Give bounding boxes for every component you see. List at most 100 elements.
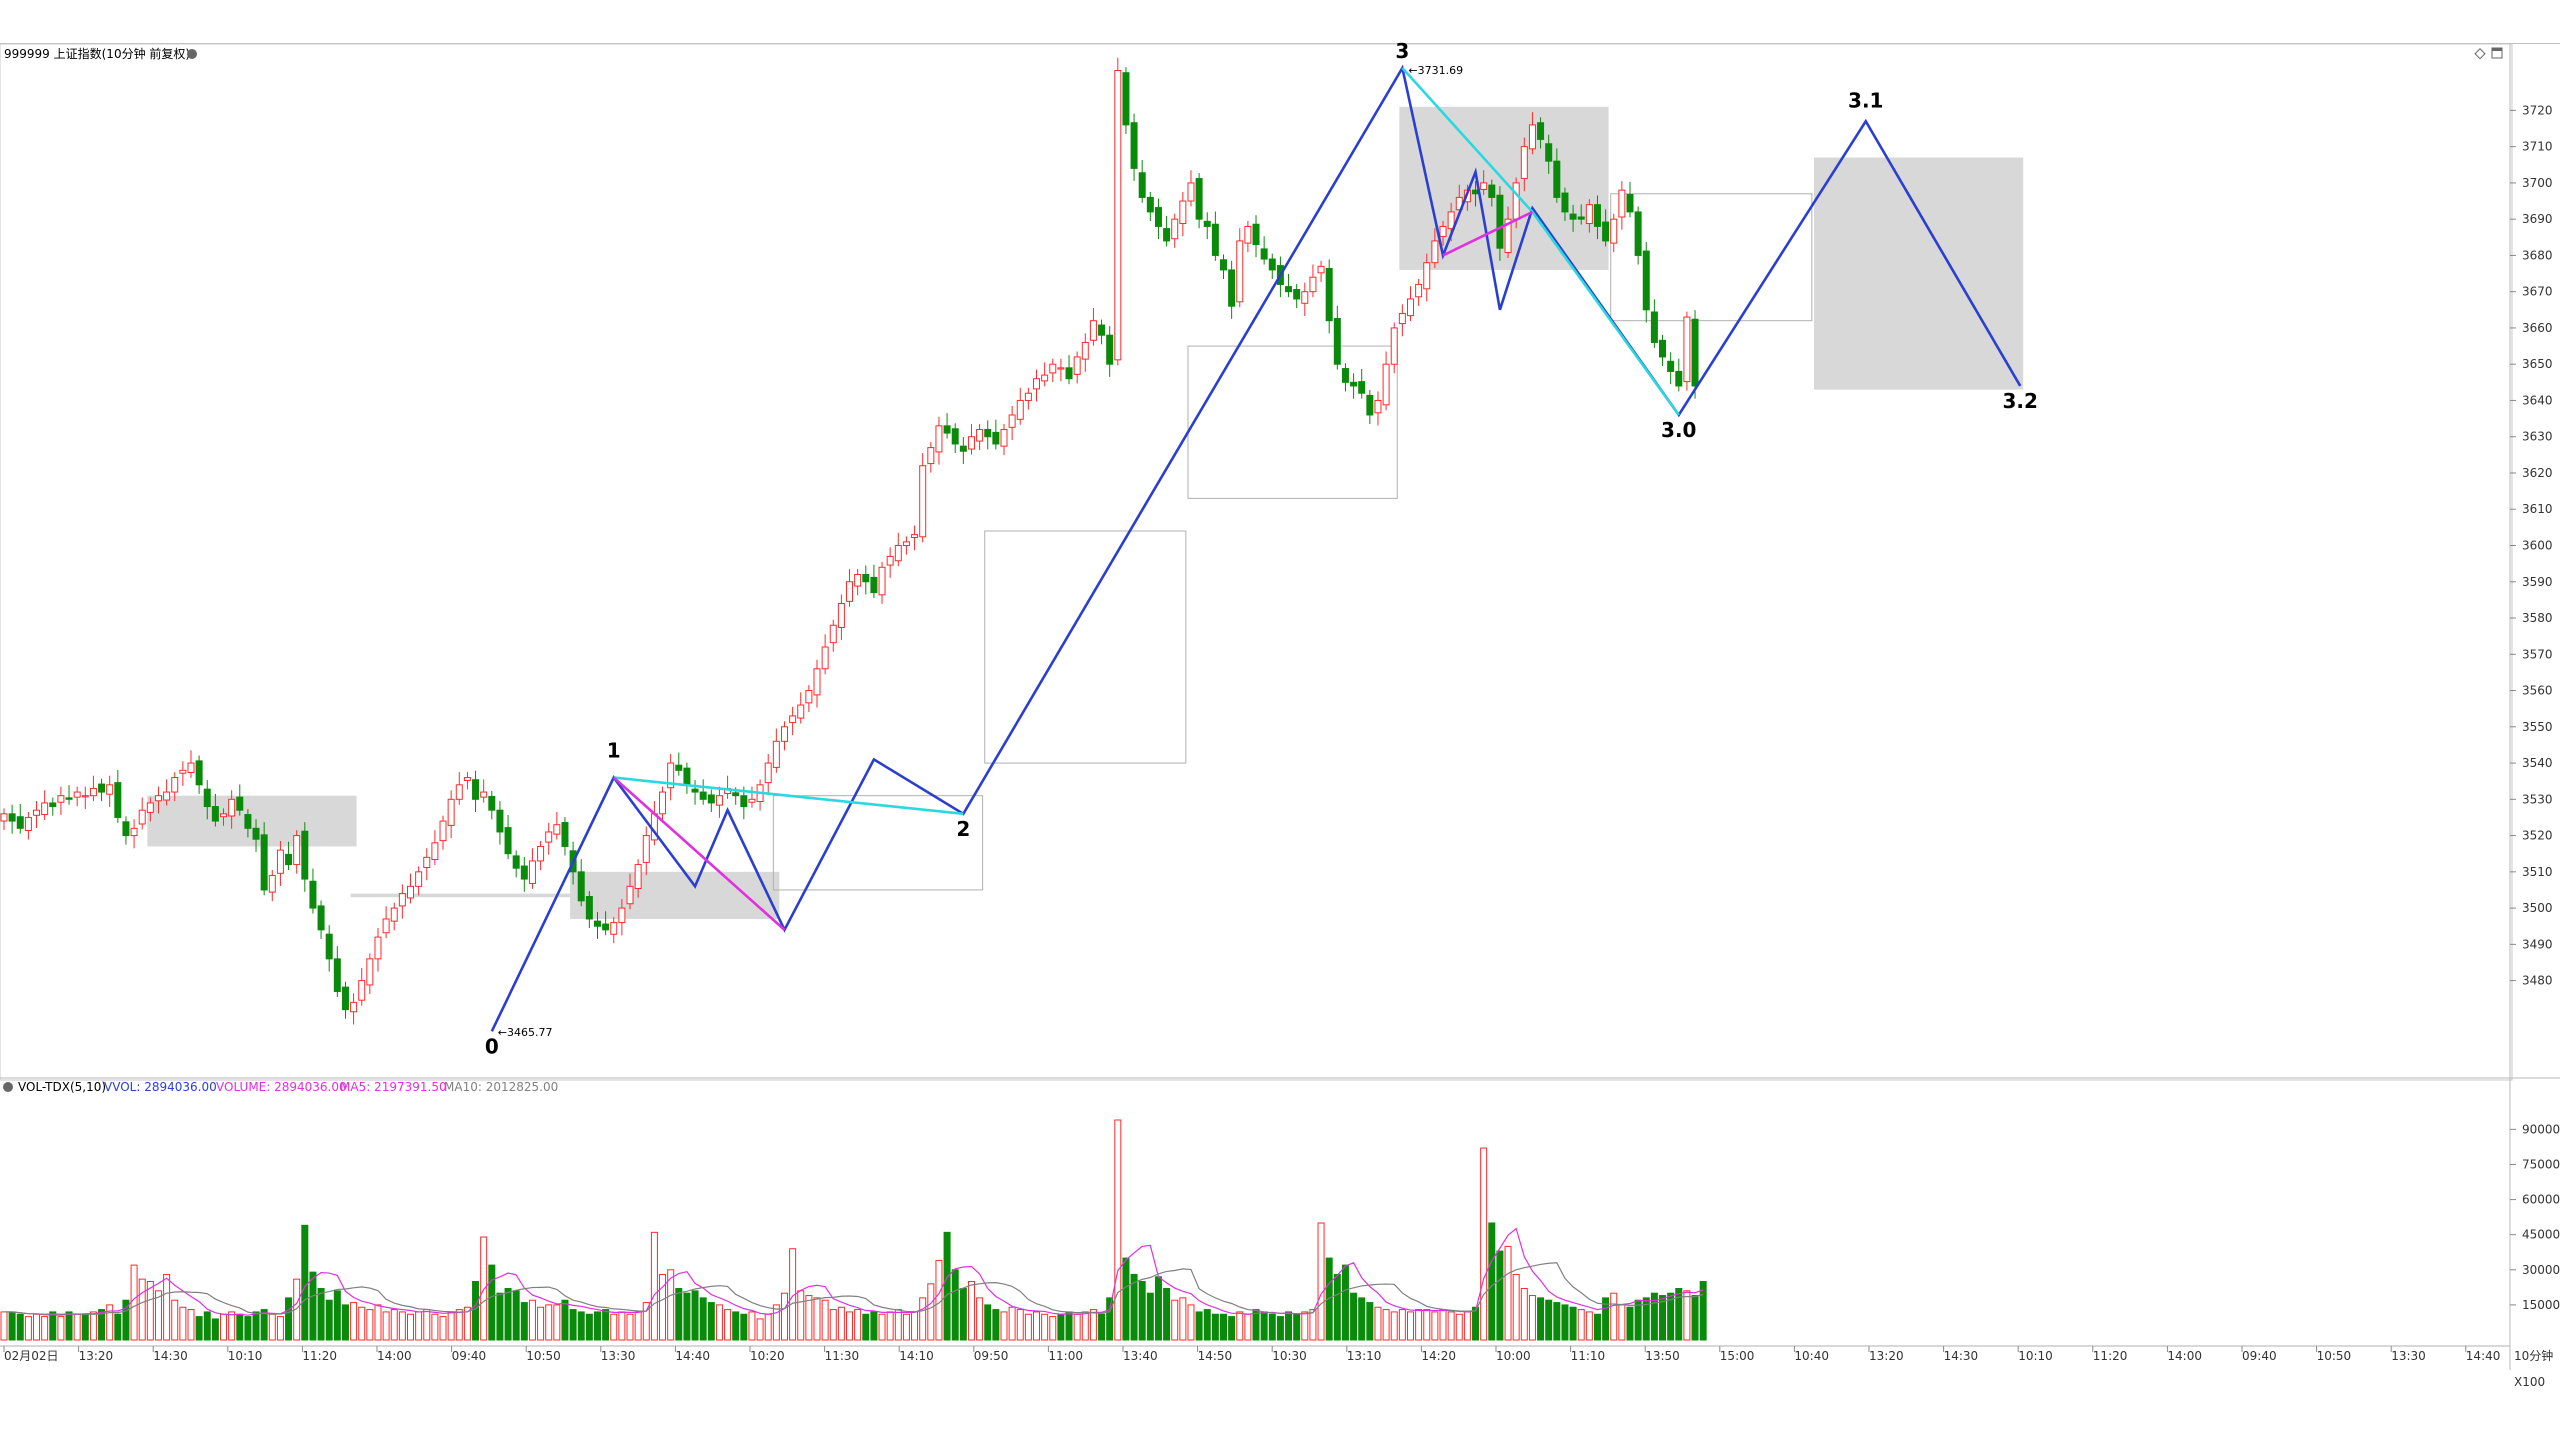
candle-body <box>846 581 854 602</box>
volume-bar <box>1341 1264 1349 1341</box>
zone-box <box>350 893 577 898</box>
candle-body <box>1553 160 1561 198</box>
volume-label: VOLUME: 2894036.00 <box>216 1080 347 1094</box>
candle-body <box>1667 360 1675 372</box>
volume-bar <box>1146 1292 1154 1341</box>
candle-body <box>610 922 618 935</box>
volume-bar <box>398 1311 406 1341</box>
zone-box <box>772 795 984 891</box>
vol-tick-label: 30000 <box>2522 1263 2560 1277</box>
candle-body <box>341 986 349 1011</box>
candle-body <box>577 871 585 902</box>
candle-body <box>1431 240 1439 264</box>
volume-bar <box>195 1316 203 1341</box>
candle-body <box>431 842 439 861</box>
candle-body <box>1122 72 1130 126</box>
volume-bar <box>1073 1313 1081 1341</box>
volume-bar <box>179 1306 187 1341</box>
candle-body <box>57 795 65 803</box>
volume-bar <box>358 1306 366 1341</box>
y-tick-label: 3550 <box>2522 720 2553 734</box>
chart-frame <box>0 43 2513 1081</box>
candle-body <box>837 603 845 628</box>
candle-body <box>1642 250 1650 311</box>
candle-body <box>854 574 862 587</box>
candle-body <box>1179 200 1187 225</box>
candle-body <box>1358 381 1366 394</box>
candle-body <box>634 864 642 890</box>
volume-bar <box>862 1313 870 1341</box>
candle-body <box>1049 363 1057 374</box>
candle-body <box>106 784 114 795</box>
candle-body <box>122 821 130 837</box>
volume-bar <box>927 1283 935 1341</box>
volume-bar <box>268 1313 276 1341</box>
settings-dot-icon[interactable] <box>187 49 197 59</box>
candle-body <box>211 806 219 822</box>
volume-bar <box>374 1304 382 1341</box>
window-icon[interactable] <box>2491 47 2503 59</box>
volume-bar <box>537 1306 545 1341</box>
y-tick-label: 3510 <box>2522 865 2553 879</box>
volume-bar <box>1065 1311 1073 1341</box>
wave-label: 3 <box>1395 39 1409 63</box>
volume-bar <box>528 1299 536 1341</box>
volume-bar <box>0 1311 8 1341</box>
vol-settings-icon[interactable] <box>3 1082 13 1092</box>
volume-bar <box>301 1224 309 1341</box>
volume-bar <box>341 1304 349 1341</box>
volume-bar <box>577 1311 585 1341</box>
volume-bar <box>821 1299 829 1341</box>
volume-bar <box>480 1236 488 1341</box>
x-tick-label: 10:40 <box>1794 1349 1829 1363</box>
volume-bar <box>390 1309 398 1341</box>
volume-bar <box>1309 1309 1317 1341</box>
candle-body <box>1634 211 1642 256</box>
volume-bar <box>24 1316 32 1341</box>
candle-body <box>772 740 780 768</box>
volume-bar <box>715 1304 723 1341</box>
y-tick-label: 3700 <box>2522 176 2553 190</box>
candle-body <box>1415 283 1423 298</box>
candle-body <box>919 465 927 538</box>
candle-body <box>228 798 236 817</box>
volume-bar <box>1390 1311 1398 1341</box>
volume-bar <box>1220 1313 1227 1341</box>
candle-body <box>886 555 894 566</box>
volume-bar <box>1602 1297 1610 1341</box>
candle-body <box>1203 220 1211 227</box>
volume-bar <box>1642 1297 1650 1341</box>
x-tick-label: 14:10 <box>899 1349 934 1363</box>
x-tick-label: 14:30 <box>153 1349 188 1363</box>
candle-body <box>805 690 813 704</box>
candle-body <box>545 831 553 843</box>
volume-bar <box>1016 1309 1024 1341</box>
x-tick-label: 14:40 <box>675 1349 710 1363</box>
volume-bar <box>1228 1316 1236 1341</box>
chart-title: 999999 上证指数(10分钟 前复权) <box>4 46 190 61</box>
y-tick-label: 3570 <box>2522 647 2553 661</box>
diamond-icon[interactable] <box>2474 48 2486 60</box>
vol-tick-label: 75000 <box>2522 1157 2560 1171</box>
candle-body <box>1309 276 1317 293</box>
x-tick-label: 11:20 <box>2093 1349 2128 1363</box>
volume-bar <box>1406 1311 1414 1341</box>
candle-body <box>1520 146 1528 180</box>
y-tick-label: 3500 <box>2522 901 2553 915</box>
candle-body <box>618 907 626 924</box>
volume-bar <box>642 1302 650 1341</box>
volume-bar <box>585 1313 593 1341</box>
x-tick-label: 13:20 <box>1869 1349 1904 1363</box>
candle-body <box>260 834 268 891</box>
candle-body <box>1220 259 1227 271</box>
x-tick-label: 13:40 <box>1123 1349 1158 1363</box>
volume-bar <box>1301 1311 1309 1341</box>
zone-box <box>984 530 1187 764</box>
volume-bar <box>496 1292 504 1341</box>
volume-bar <box>854 1309 862 1341</box>
candle-body <box>1236 240 1244 303</box>
volume-bar <box>1455 1313 1463 1341</box>
candle-body <box>1683 316 1691 383</box>
candle-body <box>691 788 699 793</box>
